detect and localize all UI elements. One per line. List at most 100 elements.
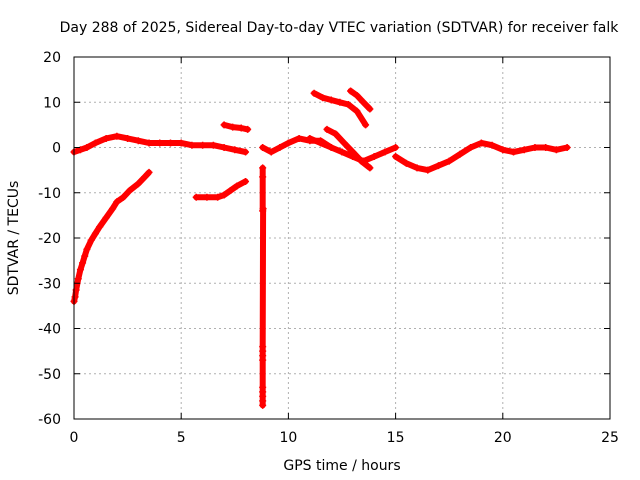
data-point (166, 139, 174, 147)
data-point (424, 166, 432, 174)
data-point (259, 144, 267, 151)
data-point (192, 193, 200, 201)
series-main-baseline (70, 132, 250, 156)
y-tick-label: -10 (38, 186, 61, 202)
data-point (477, 139, 485, 147)
data-point (145, 139, 153, 147)
data-point (231, 146, 239, 154)
series-high-segment-2 (347, 87, 374, 113)
x-axis-label: GPS time / hours (283, 458, 400, 474)
data-point (71, 293, 79, 301)
data-point (76, 146, 84, 154)
data-point (102, 214, 110, 222)
data-point (113, 198, 121, 206)
data-point (488, 141, 496, 149)
data-point (370, 153, 378, 161)
data-point (499, 146, 507, 154)
y-tick-label: -50 (38, 367, 61, 383)
x-tick-label: 10 (279, 430, 297, 446)
data-point (259, 356, 267, 364)
x-tick-label: 25 (601, 430, 619, 446)
data-point (242, 148, 250, 156)
y-tick-label: -20 (38, 231, 61, 247)
data-point (467, 144, 475, 151)
data-point (233, 182, 241, 190)
data-point (229, 123, 237, 131)
series-high-segment (310, 89, 370, 129)
series-evening (392, 139, 571, 174)
data-point (79, 259, 87, 267)
data-point (259, 164, 267, 172)
data-point (531, 144, 539, 151)
data-point (552, 146, 560, 154)
data-point (284, 139, 292, 147)
data-point (119, 193, 127, 201)
data-point (520, 146, 528, 154)
data-point (74, 275, 82, 283)
data-point (220, 191, 228, 199)
data-point (220, 144, 228, 151)
data-point (199, 141, 207, 149)
data-point (317, 139, 325, 147)
x-tick-label: 5 (177, 430, 186, 446)
data-point (344, 101, 352, 109)
series-trace (347, 87, 373, 112)
data-point (306, 134, 314, 142)
data-point (456, 150, 464, 158)
data-point (381, 148, 389, 156)
data-point (353, 107, 361, 115)
chart-title: Day 288 of 2025, Sidereal Day-to-day VTE… (60, 20, 620, 36)
axis-ticks: 0 5 10 15 20 25 -60 -50 -40 -30 -20 -10 0 10 20 (38, 50, 619, 446)
series-outliers-near-8-8h (259, 164, 267, 409)
y-axis-label: SDTVAR / TECUs (6, 181, 22, 296)
y-tick-label: -30 (38, 276, 61, 292)
y-tick-label: -60 (38, 412, 61, 428)
data-point (237, 124, 245, 132)
data-point (177, 139, 185, 147)
data-point (510, 148, 518, 156)
data-point (76, 266, 84, 274)
data-point (227, 186, 235, 194)
data-point (327, 144, 335, 151)
series-negative-segment-6-8h (192, 177, 250, 201)
data-point (203, 193, 211, 201)
data-point (319, 94, 327, 102)
data-point (338, 148, 346, 156)
data-point (332, 130, 340, 138)
data-point (336, 98, 344, 106)
data-point (259, 173, 267, 181)
data-point (392, 153, 400, 161)
data-points (70, 87, 571, 409)
data-point (259, 401, 267, 409)
data-point (259, 205, 267, 213)
data-point (310, 89, 318, 97)
data-point (242, 177, 250, 185)
data-point (353, 91, 361, 99)
data-point (349, 148, 357, 156)
data-point (134, 180, 142, 188)
data-point (109, 205, 117, 213)
data-point (366, 105, 374, 113)
data-point (327, 96, 335, 104)
data-point (563, 144, 571, 151)
data-point (542, 144, 550, 151)
data-point (323, 125, 331, 133)
data-point (244, 125, 252, 133)
data-point (357, 157, 365, 165)
data-point (91, 229, 99, 237)
y-tick-label: 10 (43, 95, 61, 111)
data-point (124, 134, 132, 142)
x-tick-label: 0 (70, 430, 79, 446)
data-point (214, 193, 222, 201)
data-point (362, 121, 370, 129)
y-tick-label: 0 (52, 141, 61, 157)
data-point (126, 186, 134, 194)
data-point (96, 223, 104, 231)
data-point (134, 137, 142, 145)
data-point (340, 139, 348, 147)
data-point (102, 134, 110, 142)
data-point (434, 162, 442, 170)
data-point (113, 132, 121, 140)
series-positive-segment-7-8h (220, 121, 252, 133)
